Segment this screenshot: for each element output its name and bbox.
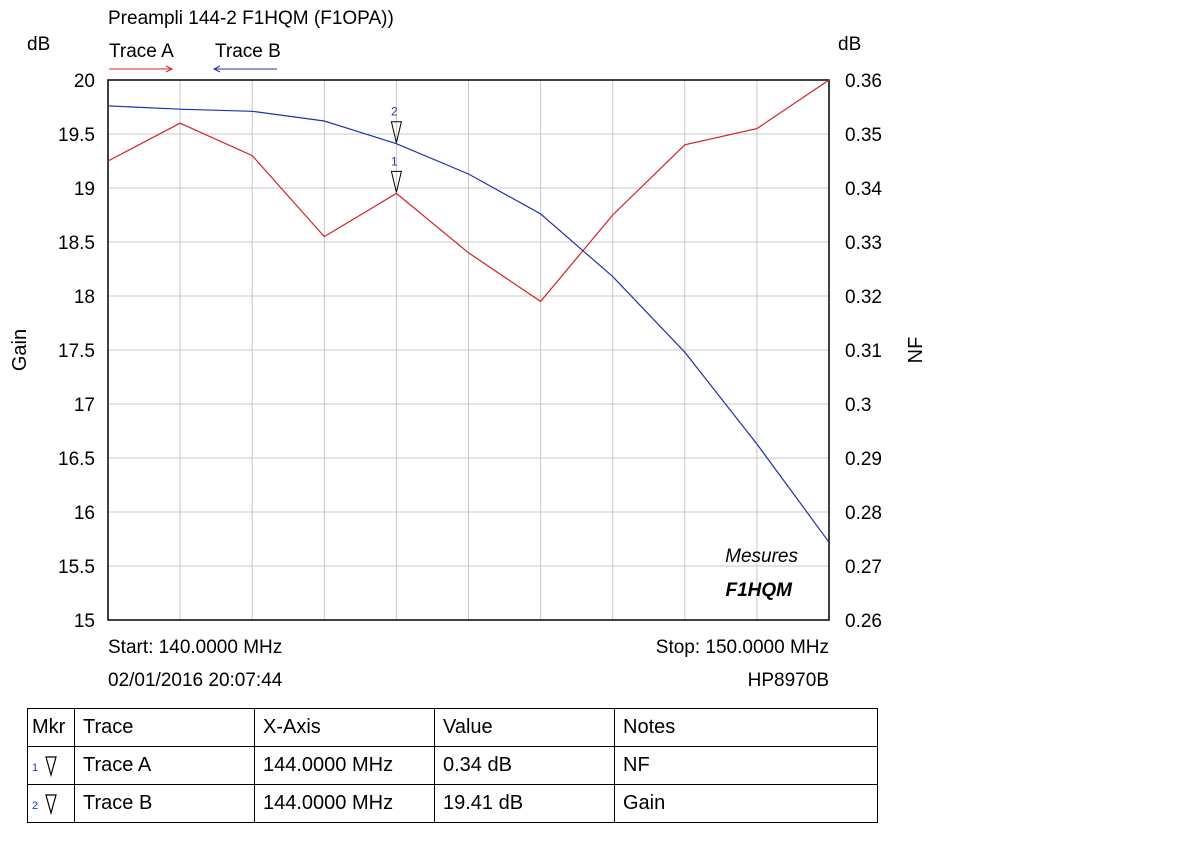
right-axis-tick-label: 0.29	[845, 449, 882, 470]
marker-cell: 2	[27, 784, 75, 823]
annotation-mesures: Mesures	[725, 546, 798, 567]
right-axis-tick-label: 0.33	[845, 233, 882, 254]
marker-layer: 12	[390, 105, 403, 193]
start-frequency: Start: 140.0000 MHz	[108, 637, 283, 658]
marker-table-header: Mkr Trace X-Axis Value Notes	[27, 708, 878, 747]
header-x-axis: X-Axis	[254, 708, 435, 747]
annotation-f1hqm: F1HQM	[726, 580, 794, 601]
left-axis-tick-label: 20	[74, 71, 95, 92]
marker-number: 2	[32, 800, 39, 812]
x-axis-cell: 144.0000 MHz	[254, 746, 435, 785]
marker-number: 1	[32, 762, 39, 774]
left-axis-tick-label: 16.5	[58, 449, 95, 470]
right-axis-tick-label: 0.32	[845, 287, 882, 308]
series-layer	[107, 79, 830, 543]
header-notes: Notes	[614, 708, 878, 747]
right-axis-label: NF	[905, 337, 927, 364]
left-axis-tick-label: 15	[74, 611, 95, 632]
trace-cell: Trace A	[74, 746, 255, 785]
right-axis-tick-label: 0.28	[845, 503, 882, 524]
value-cell: 0.34 dB	[434, 746, 615, 785]
notes-cell: NF	[614, 746, 878, 785]
legend-trace-b-label: Trace B	[215, 41, 281, 62]
left-axis-tick-label: 19	[74, 179, 95, 200]
legend-trace-a-arrow-icon	[165, 65, 174, 73]
right-axis-tick-label: 0.36	[845, 71, 882, 92]
instrument-name: HP8970B	[747, 670, 829, 691]
left-axis-label: Gain	[9, 329, 31, 371]
marker-triangle-icon	[45, 794, 57, 815]
marker-1-label: 1	[391, 154, 398, 168]
header-trace: Trace	[74, 708, 255, 747]
right-axis-tick-label: 0.31	[845, 341, 882, 362]
header-mkr: Mkr	[27, 708, 75, 747]
plot-frame	[107, 79, 830, 621]
trace-cell: Trace B	[74, 784, 255, 823]
right-axis-tick-label: 0.26	[845, 611, 882, 632]
right-axis-tick-label: 0.3	[845, 395, 871, 416]
left-axis-unit: dB	[27, 34, 50, 55]
series-line-trace-a	[107, 79, 830, 303]
left-axis-tick-label: 15.5	[58, 557, 95, 578]
value-cell: 19.41 dB	[434, 784, 615, 823]
marker-triangle-icon	[45, 756, 57, 777]
left-axis-tick-label: 17	[74, 395, 95, 416]
right-axis-tick-label: 0.34	[845, 179, 882, 200]
chart-title: Preampli 144-2 F1HQM (F1OPA))	[108, 8, 394, 29]
x-axis-cell: 144.0000 MHz	[254, 784, 435, 823]
left-axis-tick-label: 18	[74, 287, 95, 308]
header-value: Value	[434, 708, 615, 747]
left-axis-tick-label: 18.5	[58, 233, 95, 254]
left-axis-tick-label: 17.5	[58, 341, 95, 362]
table-row[interactable]: 2 Trace B 144.0000 MHz 19.41 dB Gain	[27, 784, 878, 823]
left-axis-tick-label: 16	[74, 503, 95, 524]
right-axis-tick-label: 0.35	[845, 125, 882, 146]
marker-2-triangle-icon	[390, 121, 403, 143]
marker-1-triangle-icon	[390, 170, 403, 193]
right-axis-tick-label: 0.27	[845, 557, 882, 578]
marker-2-label: 2	[391, 105, 398, 119]
stop-frequency: Stop: 150.0000 MHz	[655, 637, 829, 658]
right-axis-unit: dB	[838, 34, 861, 55]
legend: Trace A Trace B	[109, 41, 281, 73]
right-axis-ticks: 0.36 0.35 0.34 0.33 0.32 0.31 0.3 0.29 0.28 0.27 0…	[845, 71, 882, 632]
table-row[interactable]: 1 Trace A 144.0000 MHz 0.34 dB NF	[27, 746, 878, 785]
legend-trace-a-label: Trace A	[109, 41, 174, 62]
left-axis-tick-label: 19.5	[58, 125, 95, 146]
legend-trace-b-arrow-icon	[212, 65, 221, 73]
notes-cell: Gain	[614, 784, 878, 823]
marker-cell: 1	[27, 746, 75, 785]
series-line-trace-b	[107, 105, 830, 543]
left-axis-ticks: 20 19.5 19 18.5 18 17.5 17 16.5 16 15.5 15	[58, 71, 95, 632]
timestamp: 02/01/2016 20:07:44	[108, 670, 283, 691]
marker-table: Mkr Trace X-Axis Value Notes 1 Trace A 1…	[27, 708, 878, 823]
